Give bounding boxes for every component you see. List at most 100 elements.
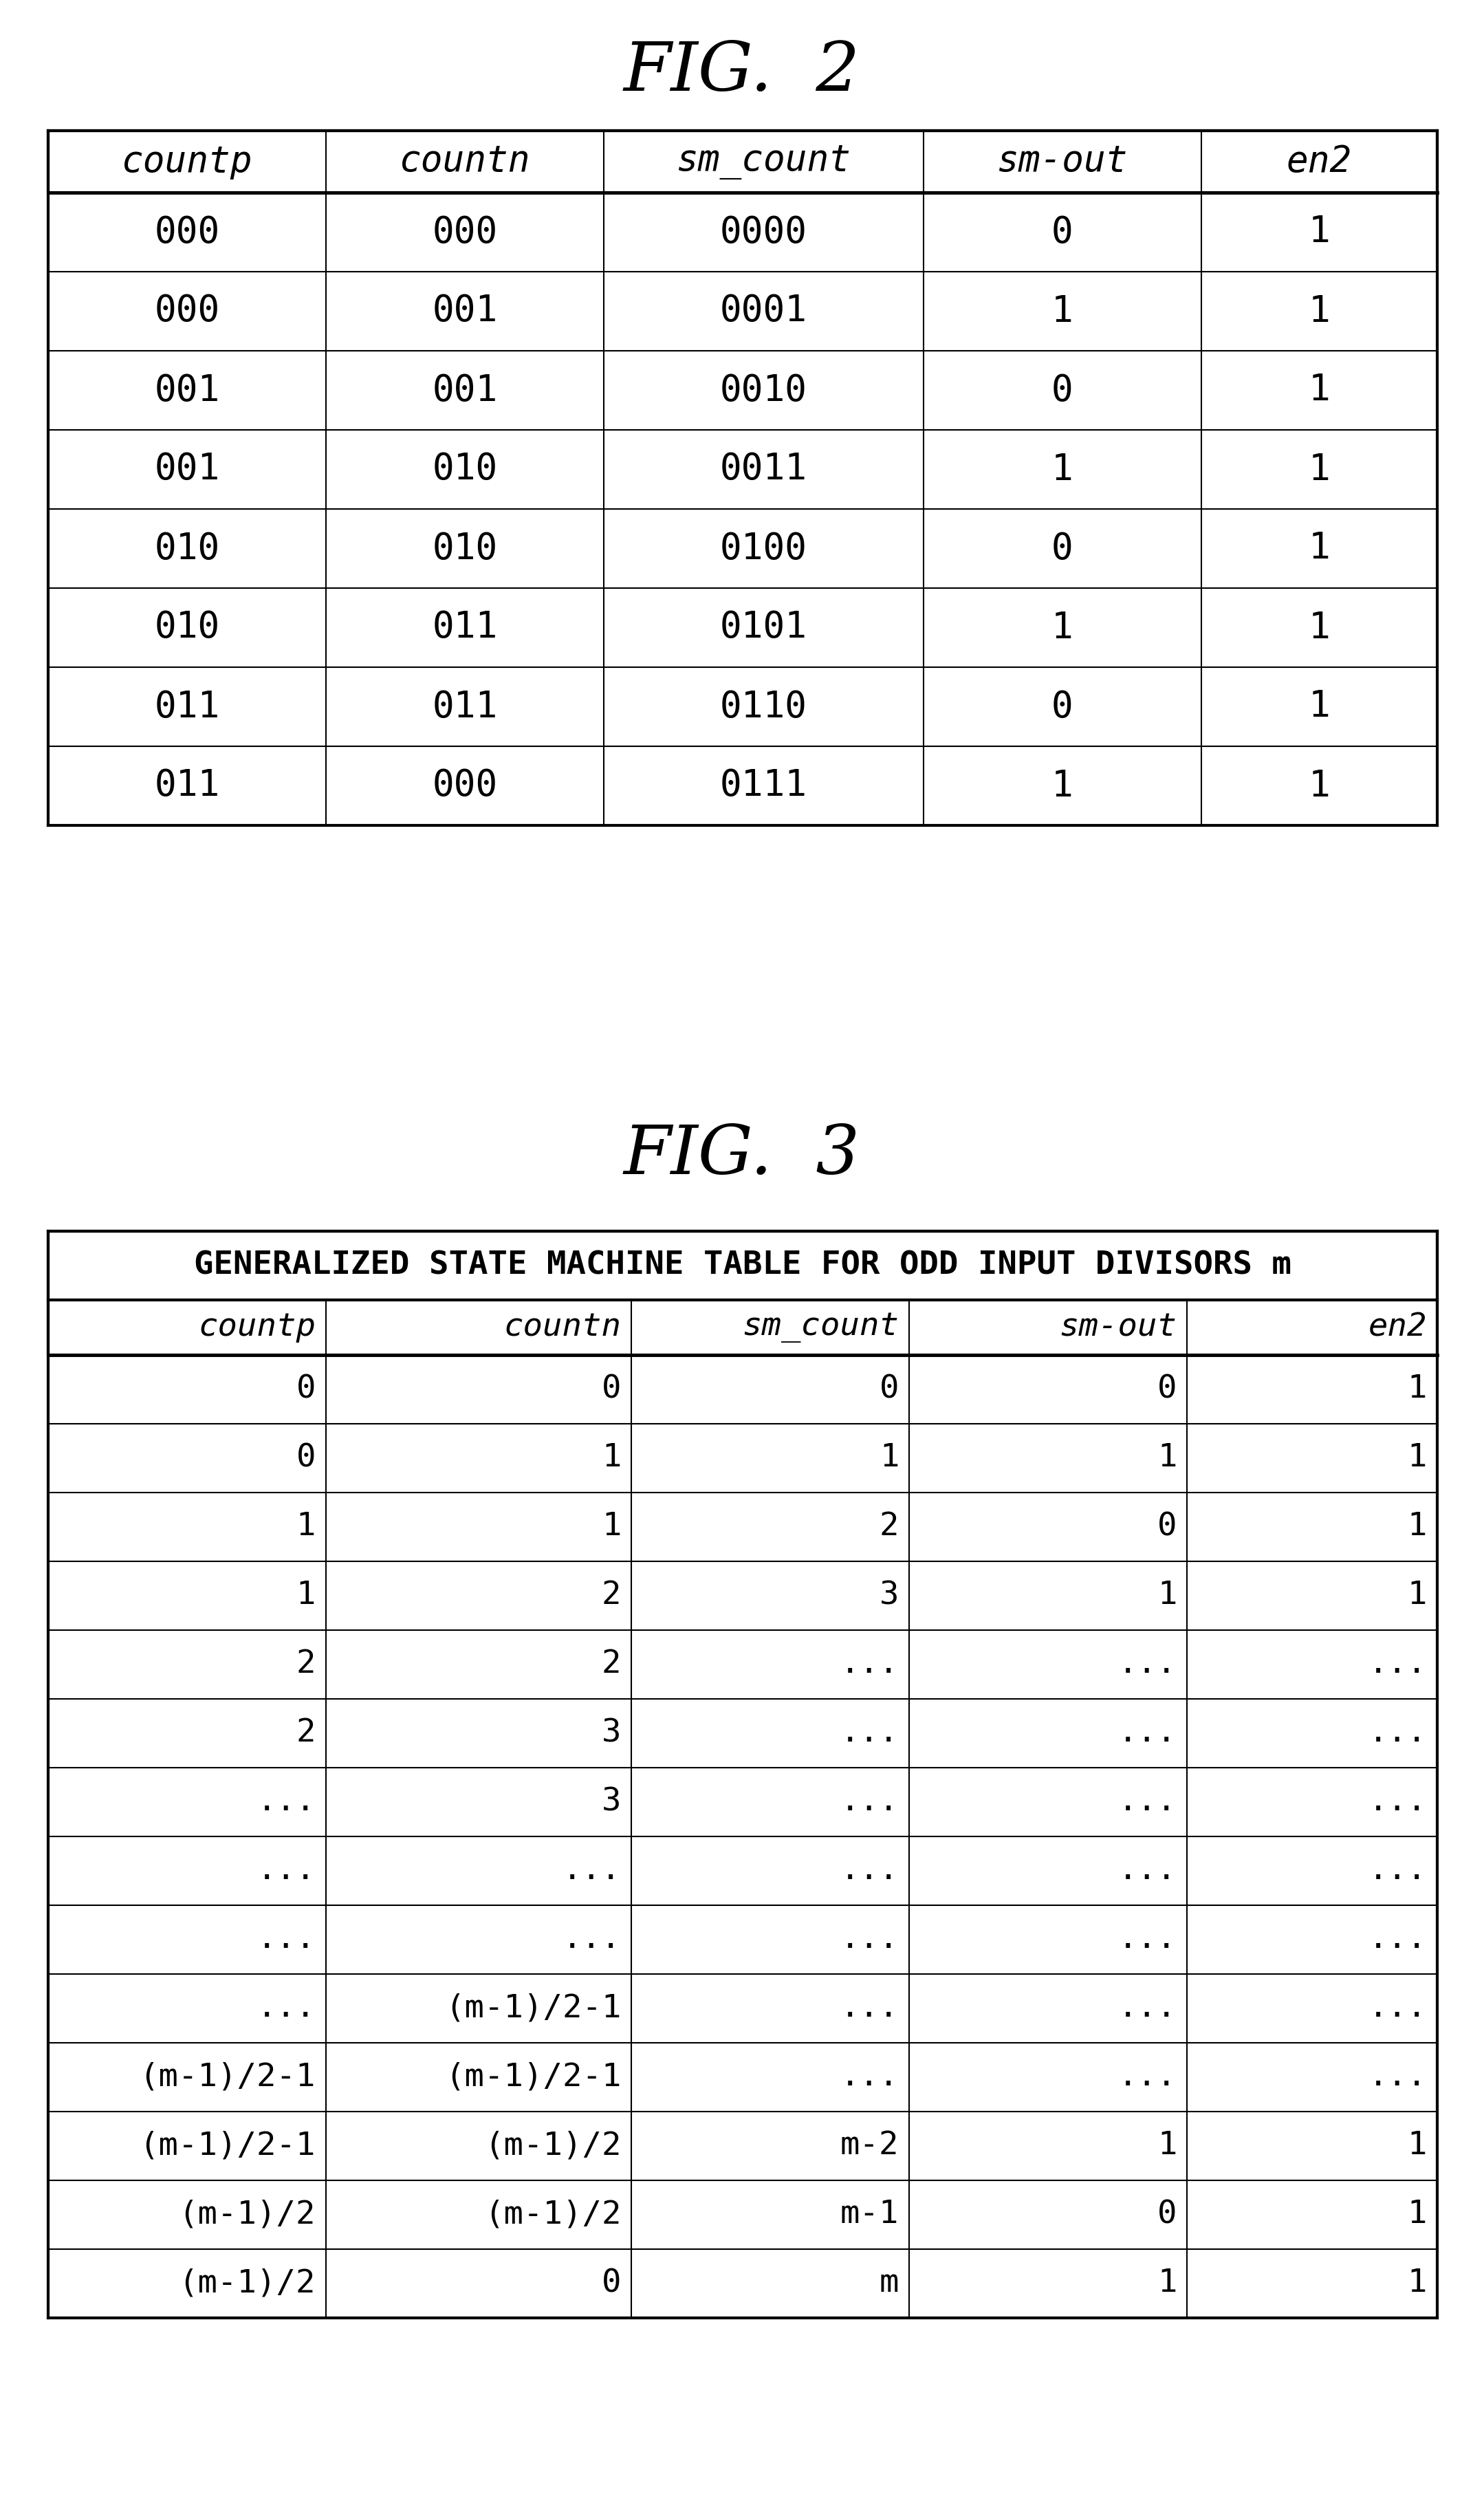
Text: 0: 0 bbox=[1051, 373, 1073, 408]
Text: 3: 3 bbox=[601, 1718, 622, 1748]
Bar bbox=[47, 2112, 1437, 2179]
Bar bbox=[47, 1423, 1437, 1493]
Text: en2: en2 bbox=[1287, 143, 1352, 180]
Text: 0: 0 bbox=[1158, 1373, 1177, 1405]
Text: 0: 0 bbox=[601, 1373, 622, 1405]
Text: 1: 1 bbox=[1407, 1373, 1428, 1405]
Bar bbox=[47, 1493, 1437, 1561]
Text: countp: countp bbox=[122, 143, 252, 180]
Text: 1: 1 bbox=[1407, 2129, 1428, 2162]
Text: 1: 1 bbox=[1051, 609, 1073, 646]
Text: 1: 1 bbox=[601, 1443, 622, 1473]
Text: ...: ... bbox=[1117, 1648, 1177, 1681]
Bar bbox=[47, 1698, 1437, 1769]
Text: ...: ... bbox=[1368, 1994, 1428, 2024]
Text: 1: 1 bbox=[1309, 293, 1330, 328]
Text: 011: 011 bbox=[432, 689, 497, 724]
Text: 3: 3 bbox=[601, 1786, 622, 1819]
Text: 011: 011 bbox=[432, 609, 497, 646]
Text: ...: ... bbox=[257, 1786, 316, 1819]
Text: 1: 1 bbox=[1407, 2267, 1428, 2300]
Text: 1: 1 bbox=[1309, 531, 1330, 566]
Bar bbox=[47, 1561, 1437, 1631]
Text: 1: 1 bbox=[601, 1511, 622, 1543]
Text: m: m bbox=[880, 2267, 899, 2300]
Bar bbox=[47, 1974, 1437, 2042]
Text: en2: en2 bbox=[1368, 1313, 1428, 1343]
Bar bbox=[47, 1836, 1437, 1906]
Text: 011: 011 bbox=[154, 689, 220, 724]
Text: 0: 0 bbox=[1158, 2199, 1177, 2229]
Text: 1: 1 bbox=[1407, 1581, 1428, 1611]
Text: 1: 1 bbox=[1309, 769, 1330, 804]
Bar bbox=[47, 193, 1437, 271]
Text: 0011: 0011 bbox=[720, 451, 807, 488]
Text: sm_count: sm_count bbox=[742, 1313, 899, 1343]
Text: ...: ... bbox=[840, 1994, 899, 2024]
Bar bbox=[47, 509, 1437, 589]
Text: ...: ... bbox=[1117, 1786, 1177, 1819]
Text: ...: ... bbox=[1368, 2062, 1428, 2092]
Text: 0010: 0010 bbox=[720, 373, 807, 408]
Text: 0: 0 bbox=[295, 1373, 316, 1405]
Text: 1: 1 bbox=[1309, 373, 1330, 408]
Text: sm-out: sm-out bbox=[997, 143, 1128, 180]
Text: 1: 1 bbox=[1309, 609, 1330, 646]
Text: sm_count: sm_count bbox=[677, 143, 850, 180]
Text: 0: 0 bbox=[1051, 215, 1073, 251]
Text: ...: ... bbox=[1117, 1856, 1177, 1886]
Text: (m-1)/2: (m-1)/2 bbox=[178, 2199, 316, 2229]
Text: 1: 1 bbox=[1158, 2267, 1177, 2300]
Text: ...: ... bbox=[1368, 1786, 1428, 1819]
Text: ...: ... bbox=[1368, 1648, 1428, 1681]
Text: 2: 2 bbox=[601, 1648, 622, 1681]
Text: 000: 000 bbox=[154, 215, 220, 251]
Text: 2: 2 bbox=[295, 1718, 316, 1748]
Bar bbox=[47, 1906, 1437, 1974]
Text: ...: ... bbox=[840, 1648, 899, 1681]
Text: 2: 2 bbox=[601, 1581, 622, 1611]
Text: 000: 000 bbox=[432, 769, 497, 804]
Text: 1: 1 bbox=[1051, 293, 1073, 328]
Text: ...: ... bbox=[562, 1856, 622, 1886]
Bar bbox=[47, 431, 1437, 509]
Text: 000: 000 bbox=[432, 215, 497, 251]
Text: 010: 010 bbox=[154, 609, 220, 646]
Text: 000: 000 bbox=[154, 293, 220, 328]
Text: 1: 1 bbox=[1309, 689, 1330, 724]
Text: 0: 0 bbox=[1158, 1511, 1177, 1543]
Text: 0: 0 bbox=[880, 1373, 899, 1405]
Text: (m-1)/2-1: (m-1)/2-1 bbox=[139, 2062, 316, 2092]
Text: 1: 1 bbox=[295, 1581, 316, 1611]
Text: 0110: 0110 bbox=[720, 689, 807, 724]
Text: 0111: 0111 bbox=[720, 769, 807, 804]
Text: FIG.  3: FIG. 3 bbox=[623, 1122, 861, 1187]
Text: 1: 1 bbox=[1158, 2129, 1177, 2162]
Text: ...: ... bbox=[1117, 1994, 1177, 2024]
Bar bbox=[47, 666, 1437, 746]
Text: countn: countn bbox=[399, 143, 530, 180]
Bar bbox=[47, 2042, 1437, 2112]
Text: (m-1)/2: (m-1)/2 bbox=[178, 2267, 316, 2300]
Text: ...: ... bbox=[1117, 1718, 1177, 1748]
Text: 1: 1 bbox=[1407, 1511, 1428, 1543]
Text: 1: 1 bbox=[1158, 1443, 1177, 1473]
Text: 1: 1 bbox=[1309, 215, 1330, 251]
Text: 0100: 0100 bbox=[720, 531, 807, 566]
Text: 001: 001 bbox=[154, 451, 220, 488]
Text: ...: ... bbox=[840, 1786, 899, 1819]
Text: 1: 1 bbox=[880, 1443, 899, 1473]
Bar bbox=[47, 1769, 1437, 1836]
Text: 2: 2 bbox=[880, 1511, 899, 1543]
Text: ...: ... bbox=[257, 1924, 316, 1954]
Text: (m-1)/2: (m-1)/2 bbox=[484, 2199, 622, 2229]
Text: FIG.  2: FIG. 2 bbox=[623, 40, 861, 105]
Text: 2: 2 bbox=[295, 1648, 316, 1681]
Bar bbox=[47, 1230, 1437, 1300]
Text: 0000: 0000 bbox=[720, 215, 807, 251]
Text: 0: 0 bbox=[1051, 531, 1073, 566]
Text: 1: 1 bbox=[1407, 2199, 1428, 2229]
Bar bbox=[47, 1355, 1437, 1423]
Text: 1: 1 bbox=[1051, 451, 1073, 488]
Text: ...: ... bbox=[840, 1718, 899, 1748]
